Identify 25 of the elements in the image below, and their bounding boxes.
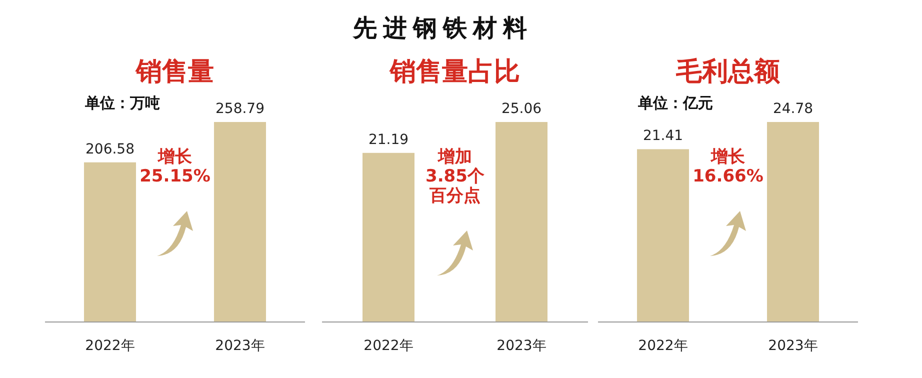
annotation: 增长 bbox=[158, 147, 192, 167]
subtitle: 销售量 bbox=[136, 57, 214, 87]
annotation: 25.15% bbox=[140, 166, 210, 186]
data-label: 25.06 bbox=[501, 101, 542, 117]
data-label: 206.58 bbox=[86, 141, 134, 158]
data-label: 21.41 bbox=[642, 128, 684, 144]
data-label: 258.79 bbox=[216, 101, 264, 117]
tick-label: 2023年 bbox=[496, 338, 546, 354]
tick-label: 2022年 bbox=[364, 338, 414, 354]
ylabel: 单位：万吨 bbox=[85, 94, 160, 112]
ylabel: 单位：亿元 bbox=[638, 94, 713, 112]
tick-label: 2023年 bbox=[768, 338, 818, 354]
title: 先进钢铁材料 bbox=[353, 14, 533, 42]
subtitle: 毛利总额 bbox=[676, 57, 780, 87]
annotation: 16.66% bbox=[692, 166, 764, 186]
tick-label: 2022年 bbox=[85, 338, 135, 354]
annotation: 增长 bbox=[711, 147, 745, 167]
annotation: 3.85个 bbox=[426, 166, 484, 186]
data-label: 24.78 bbox=[772, 101, 814, 117]
data-label: 21.19 bbox=[368, 132, 409, 148]
tick-label: 2023年 bbox=[215, 338, 265, 354]
subtitle: 销售量占比 bbox=[390, 57, 520, 87]
annotation: 增加 bbox=[438, 147, 472, 167]
tick-label: 2022年 bbox=[638, 338, 688, 354]
annotation: 百分点 bbox=[430, 186, 480, 206]
